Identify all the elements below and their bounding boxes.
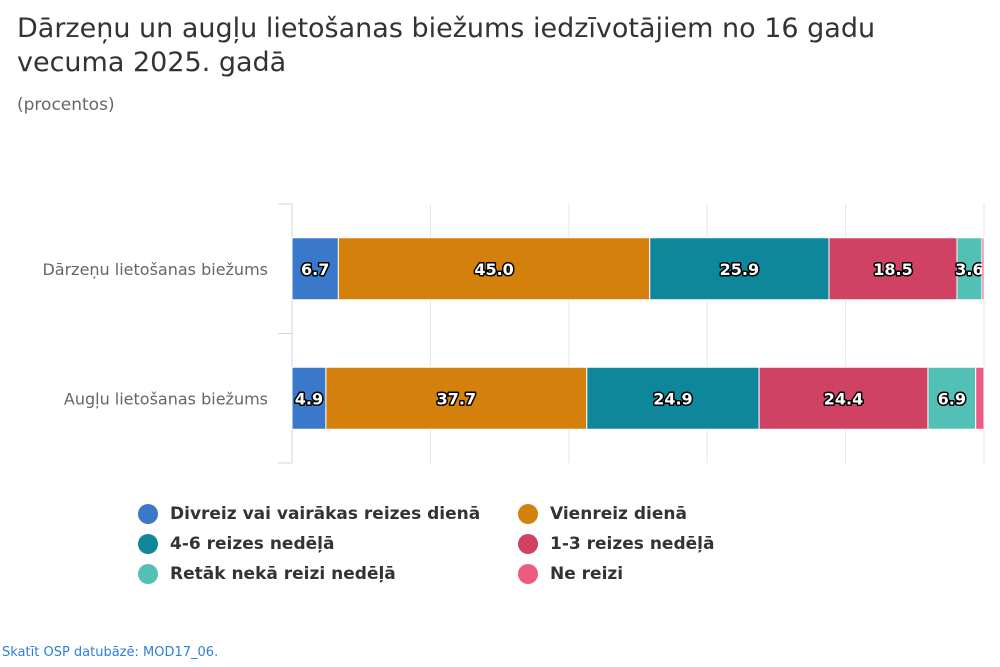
- legend-item[interactable]: Divreiz vai vairākas reizes dienā: [138, 503, 518, 525]
- bar-segment[interactable]: [586, 366, 760, 430]
- bar-segment[interactable]: [758, 366, 929, 430]
- bar-segment[interactable]: [975, 366, 985, 430]
- data-label: 24.9: [653, 389, 692, 408]
- bar-segment[interactable]: [956, 237, 983, 301]
- data-label: 24.4: [824, 389, 863, 408]
- data-label: 4.9: [295, 389, 323, 408]
- category-label: Augļu lietošanas biežums: [64, 389, 268, 408]
- legend-label: 4-6 reizes nedēļā: [170, 534, 335, 554]
- legend-label: 1-3 reizes nedēļā: [550, 534, 715, 554]
- legend-marker-icon: [518, 504, 538, 524]
- legend: Divreiz vai vairākas reizes dienā Vienrei…: [138, 503, 758, 585]
- bar-segment[interactable]: [927, 366, 977, 430]
- chart-subtitle: (procentos): [17, 95, 115, 115]
- bar-segment[interactable]: [291, 366, 327, 430]
- data-label: 37.7: [437, 389, 476, 408]
- legend-item[interactable]: 1-3 reizes nedēļā: [518, 533, 758, 555]
- data-label: 45.0: [474, 260, 513, 279]
- legend-label: Retāk nekā reizi nedēļā: [170, 564, 396, 584]
- bar-segment[interactable]: [981, 237, 985, 301]
- data-label: 3.6: [955, 260, 983, 279]
- legend-marker-icon: [138, 534, 158, 554]
- data-label: 18.5: [873, 260, 912, 279]
- data-label: 6.9: [938, 389, 966, 408]
- legend-item[interactable]: Ne reizi: [518, 563, 758, 585]
- category-label: Dārzeņu lietošanas biežums: [42, 260, 268, 279]
- source-link[interactable]: Skatīt OSP datubāzē: MOD17_06.: [2, 645, 219, 660]
- legend-item[interactable]: 4-6 reizes nedēļā: [138, 533, 518, 555]
- legend-item[interactable]: Vienreiz dienā: [518, 503, 758, 525]
- chart-title: Dārzeņu un augļu lietošanas biežums iedz…: [17, 13, 876, 78]
- legend-label: Ne reizi: [550, 564, 624, 584]
- data-label: 6.7: [301, 260, 329, 279]
- legend-marker-icon: [518, 564, 538, 584]
- bar-segment[interactable]: [325, 366, 588, 430]
- legend-marker-icon: [138, 564, 158, 584]
- legend-item[interactable]: Retāk nekā reizi nedēļā: [138, 563, 518, 585]
- legend-label: Divreiz vai vairākas reizes dienā: [170, 504, 481, 524]
- bar-segment[interactable]: [649, 237, 830, 301]
- legend-label: Vienreiz dienā: [550, 504, 687, 524]
- data-label: 25.9: [720, 260, 759, 279]
- bar-segment[interactable]: [337, 237, 651, 301]
- legend-marker-icon: [518, 534, 538, 554]
- legend-marker-icon: [138, 504, 158, 524]
